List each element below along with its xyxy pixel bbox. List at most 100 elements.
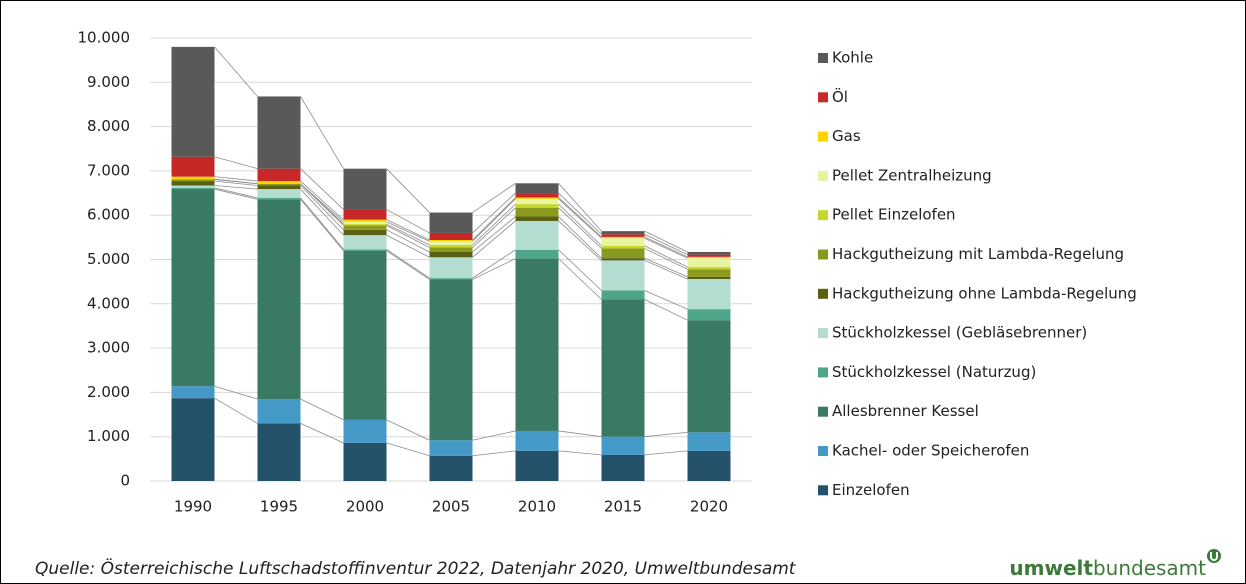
bar-segment xyxy=(687,254,731,257)
y-tick-label: 6.000 xyxy=(87,206,130,224)
bar-segment xyxy=(601,299,645,437)
bar-segment xyxy=(687,267,731,270)
connector xyxy=(214,385,258,400)
y-tick-label: 3.000 xyxy=(87,339,130,357)
x-tick-label: 2000 xyxy=(346,498,384,516)
bar-segment xyxy=(257,185,301,190)
legend-label: Pellet Zentralheizung xyxy=(832,166,992,184)
bar-segment xyxy=(171,189,215,387)
legend-swatch xyxy=(818,367,828,378)
connector xyxy=(472,203,516,246)
connector xyxy=(472,258,516,280)
x-tick-label: 2015 xyxy=(604,498,642,516)
bar-segment xyxy=(343,249,387,251)
connector xyxy=(558,220,602,261)
legend-swatch xyxy=(818,288,828,299)
connector xyxy=(214,397,258,424)
connector xyxy=(472,198,516,242)
connector xyxy=(558,450,602,456)
bar-segment xyxy=(515,193,559,198)
x-tick-label: 2005 xyxy=(432,498,470,516)
bar-segment xyxy=(515,183,559,194)
bar-segment xyxy=(601,236,645,239)
y-tick-label: 5.000 xyxy=(87,250,130,268)
bar-segment xyxy=(429,251,473,258)
connector xyxy=(644,290,688,310)
x-tick-label: 1990 xyxy=(174,498,212,516)
bar-segment xyxy=(687,309,731,321)
bar-segment xyxy=(343,235,387,250)
connector xyxy=(214,46,258,97)
bar-segment xyxy=(257,199,301,400)
bar-segment xyxy=(601,245,645,249)
connector xyxy=(386,225,430,248)
source: Quelle: Österreichische Luftschadstoffin… xyxy=(35,557,797,579)
connector xyxy=(386,168,430,213)
logo-light: bundesamt xyxy=(1093,556,1206,580)
bar-segment xyxy=(343,221,387,225)
logo-mark-u xyxy=(1210,552,1218,561)
bar-segment xyxy=(515,207,559,217)
bar-segment xyxy=(687,258,731,268)
legend-swatch xyxy=(818,485,828,496)
bar-segment xyxy=(257,183,301,186)
bar-segment xyxy=(257,423,301,481)
bar-segment xyxy=(601,238,645,246)
legend-label: Pellet Einzelofen xyxy=(832,206,956,224)
legend-label: Stückholzkessel (Naturzug) xyxy=(832,363,1036,381)
connector xyxy=(644,248,688,270)
connector xyxy=(386,219,430,241)
bar-segment xyxy=(343,209,387,220)
bar-segment xyxy=(601,248,645,259)
connector xyxy=(644,245,688,268)
legend-label: Hackgutheizung ohne Lambda-Regelung xyxy=(832,284,1137,302)
connector xyxy=(300,423,344,444)
bar-segment xyxy=(343,442,387,481)
legend-swatch xyxy=(818,131,828,142)
bar-segment xyxy=(687,276,731,279)
connector xyxy=(214,156,258,170)
connector xyxy=(300,198,344,251)
connector xyxy=(558,258,602,300)
y-tick-label: 0 xyxy=(120,472,130,490)
bar-segment xyxy=(171,386,215,399)
bar-segment xyxy=(601,436,645,455)
connector xyxy=(558,192,602,235)
bar-segment xyxy=(257,189,301,198)
connector xyxy=(644,299,688,321)
y-tick-label: 8.000 xyxy=(87,117,130,135)
connector xyxy=(386,223,430,246)
connector xyxy=(558,198,602,239)
bar-segment xyxy=(429,257,473,279)
bar-segment xyxy=(343,224,387,226)
connector xyxy=(472,450,516,457)
bar-segment xyxy=(429,244,473,248)
connector xyxy=(472,197,516,241)
bar-segment xyxy=(515,198,559,205)
bar-segment xyxy=(343,419,387,443)
connector xyxy=(644,233,688,255)
bar-segment xyxy=(429,440,473,456)
bar-segment xyxy=(429,247,473,252)
bar-segment xyxy=(257,399,301,424)
legend-swatch xyxy=(818,170,828,181)
y-tick-label: 4.000 xyxy=(87,294,130,312)
bar-segment xyxy=(687,278,731,310)
bar-segment xyxy=(515,204,559,208)
connector xyxy=(386,209,430,234)
legend-swatch xyxy=(818,406,828,417)
connector xyxy=(558,207,602,249)
legend-swatch xyxy=(818,328,828,339)
bar-segment xyxy=(601,231,645,235)
legend-label: Einzelofen xyxy=(832,481,910,499)
bar-segment xyxy=(601,234,645,237)
connector xyxy=(214,180,258,186)
connector xyxy=(300,96,344,169)
connector xyxy=(214,176,258,182)
connector xyxy=(386,229,430,253)
connector xyxy=(558,430,602,438)
legend-swatch xyxy=(818,53,828,63)
bar-segment xyxy=(515,430,559,451)
bar-segment xyxy=(171,185,215,188)
